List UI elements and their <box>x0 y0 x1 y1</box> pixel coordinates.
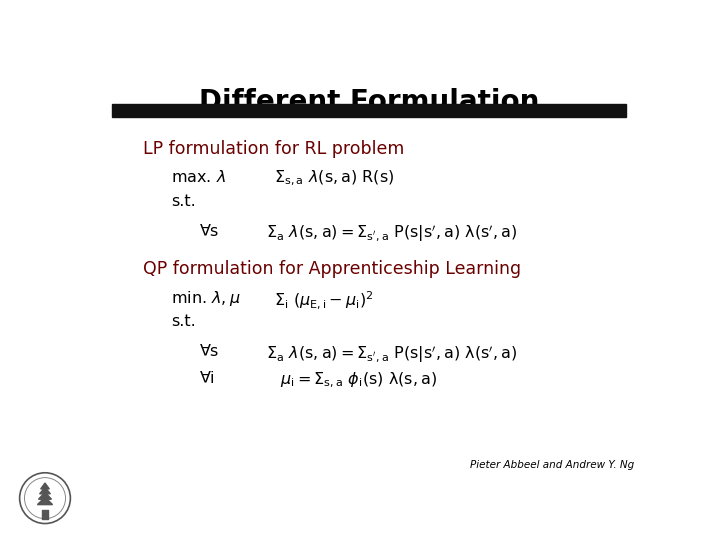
Polygon shape <box>40 483 49 489</box>
Text: max. $\lambda$: max. $\lambda$ <box>171 168 226 185</box>
Text: $\Sigma_{\sf i}\ (\mu_{\sf E,i} - \mu_{\sf i})^2$: $\Sigma_{\sf i}\ (\mu_{\sf E,i} - \mu_{\… <box>274 289 374 312</box>
Text: $\mu_{\sf i} = \Sigma_{\sf s,a}\ \phi_{\sf i}\sf (s)\ \lambda\sf (s,a)$: $\mu_{\sf i} = \Sigma_{\sf s,a}\ \phi_{\… <box>279 370 437 390</box>
Text: $\forall$i: $\forall$i <box>199 370 215 387</box>
Bar <box>112 104 626 117</box>
Text: s.t.: s.t. <box>171 194 196 208</box>
Text: $\Sigma_{\sf a}\ \lambda\sf (s,a) = \Sigma_{\sf s',a}\ \sf P(s|s',a)\ \lambda\sf: $\Sigma_{\sf a}\ \lambda\sf (s,a) = \Sig… <box>266 223 517 244</box>
Text: $\forall$s: $\forall$s <box>199 223 220 239</box>
Text: Pieter Abbeel and Andrew Y. Ng: Pieter Abbeel and Andrew Y. Ng <box>469 460 634 470</box>
Text: QP formulation for Apprenticeship Learning: QP formulation for Apprenticeship Learni… <box>143 260 521 278</box>
Polygon shape <box>39 492 52 499</box>
Text: Different Formulation: Different Formulation <box>199 87 539 116</box>
Polygon shape <box>40 487 50 494</box>
Text: $\forall$s: $\forall$s <box>199 343 220 360</box>
Polygon shape <box>37 497 53 504</box>
Text: $\Sigma_{\sf s,a}\ \lambda\sf (s,a)\ R(s)$: $\Sigma_{\sf s,a}\ \lambda\sf (s,a)\ R(s… <box>274 168 395 188</box>
Text: s.t.: s.t. <box>171 314 196 329</box>
Text: $\Sigma_{\sf a}\ \lambda\sf (s,a) = \Sigma_{\sf s',a}\ \sf P(s|s',a)\ \lambda\sf: $\Sigma_{\sf a}\ \lambda\sf (s,a) = \Sig… <box>266 343 517 364</box>
Text: LP formulation for RL problem: LP formulation for RL problem <box>143 140 405 158</box>
Text: min. $\lambda,\mu$: min. $\lambda,\mu$ <box>171 289 240 308</box>
